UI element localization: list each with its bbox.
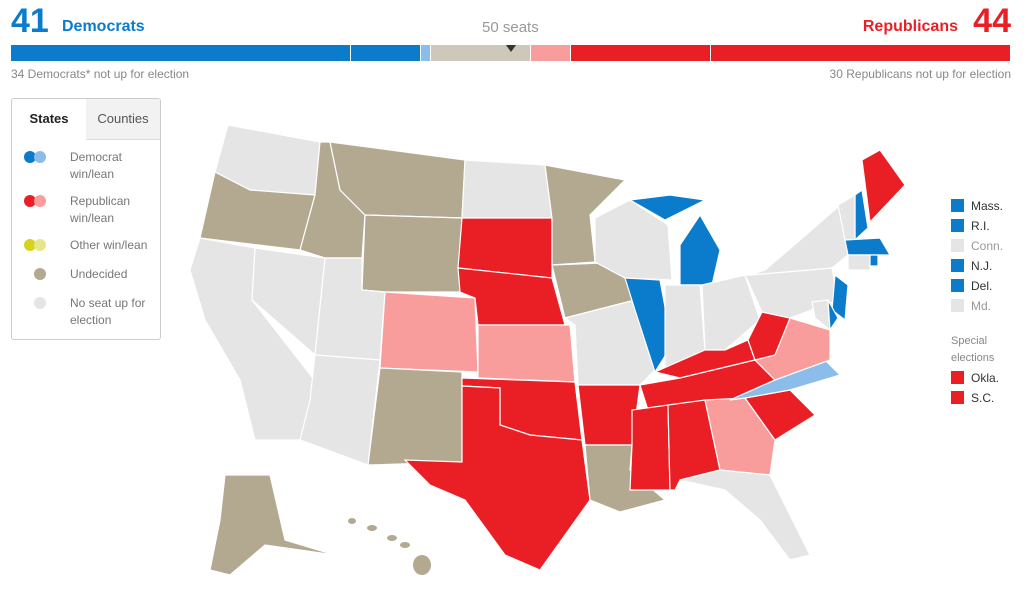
small-state-label: Md.	[971, 299, 992, 313]
dem-label: Democrats	[62, 18, 145, 35]
state	[844, 237, 892, 256]
state	[403, 385, 591, 571]
special-title: Special elections	[951, 335, 995, 364]
seat-segment	[11, 45, 350, 61]
state	[747, 311, 791, 361]
legend-dot	[34, 239, 46, 251]
seat-segment	[531, 45, 570, 61]
rep-note: 30 Republicans not up for election	[829, 67, 1011, 81]
states	[189, 124, 906, 576]
hawaii	[348, 518, 431, 575]
legend-dot	[34, 151, 46, 163]
majority-label: 50 seats	[482, 19, 539, 36]
state	[701, 274, 761, 351]
state	[367, 367, 463, 466]
state	[827, 299, 839, 332]
small-state-label: N.J.	[971, 259, 993, 273]
state	[679, 213, 721, 286]
seat-segment	[431, 45, 530, 61]
state	[847, 254, 871, 271]
state	[209, 474, 336, 576]
legend-dot	[34, 268, 46, 280]
dem-note: 34 Democrats* not up for election	[11, 67, 190, 81]
seat-segment	[421, 45, 430, 61]
state	[361, 214, 463, 293]
tab[interactable]: States	[29, 111, 69, 126]
special-label: Okla.	[971, 371, 1000, 385]
state	[869, 254, 879, 267]
legend-label: Other win/lean	[70, 238, 148, 252]
small-state-swatch	[951, 279, 964, 292]
small-state-swatch	[951, 299, 964, 312]
state	[477, 324, 576, 383]
legend-label: Undecided	[70, 267, 128, 281]
state	[379, 291, 479, 373]
legend-panel: States Counties Democrat win/lean Republ…	[11, 98, 161, 340]
state	[299, 354, 381, 466]
state	[749, 203, 849, 276]
state	[624, 277, 673, 374]
state	[629, 404, 671, 491]
legend-label: No seat up for election	[70, 296, 146, 327]
legend-dot	[24, 195, 36, 207]
small-state-swatch	[951, 199, 964, 212]
small-state-swatch	[951, 219, 964, 232]
small-state-swatch	[951, 259, 964, 272]
legend-label: Democrat win/lean	[70, 150, 123, 181]
legend-dot	[34, 297, 46, 309]
seat-segment	[711, 45, 1010, 61]
rep-count: 44	[973, 2, 1011, 40]
seat-segment	[351, 45, 420, 61]
special-swatch	[951, 371, 964, 384]
small-state-label: Conn.	[971, 239, 1004, 253]
legend-label: Republican win/lean	[70, 194, 131, 225]
tab[interactable]: Counties	[86, 99, 160, 140]
us-map	[189, 124, 906, 576]
legend-dot	[24, 151, 36, 163]
rep-label: Republicans	[862, 18, 958, 35]
special-swatch	[951, 391, 964, 404]
legend-dot	[34, 195, 46, 207]
dem-count: 41	[11, 2, 49, 40]
majority-marker	[506, 45, 516, 52]
small-state-label: Mass.	[971, 199, 1004, 213]
small-state-label: Del.	[971, 279, 993, 293]
state	[628, 194, 707, 221]
state	[461, 159, 553, 219]
small-state-swatch	[951, 239, 964, 252]
legend-dot	[24, 239, 36, 251]
seat-bar	[11, 45, 1010, 61]
state	[861, 149, 906, 224]
state	[854, 188, 869, 242]
state	[831, 273, 849, 322]
state	[577, 384, 641, 446]
seat-segment	[571, 45, 710, 61]
state	[679, 469, 811, 561]
special-label: S.C.	[971, 391, 995, 405]
small-state-label: R.I.	[971, 219, 990, 233]
